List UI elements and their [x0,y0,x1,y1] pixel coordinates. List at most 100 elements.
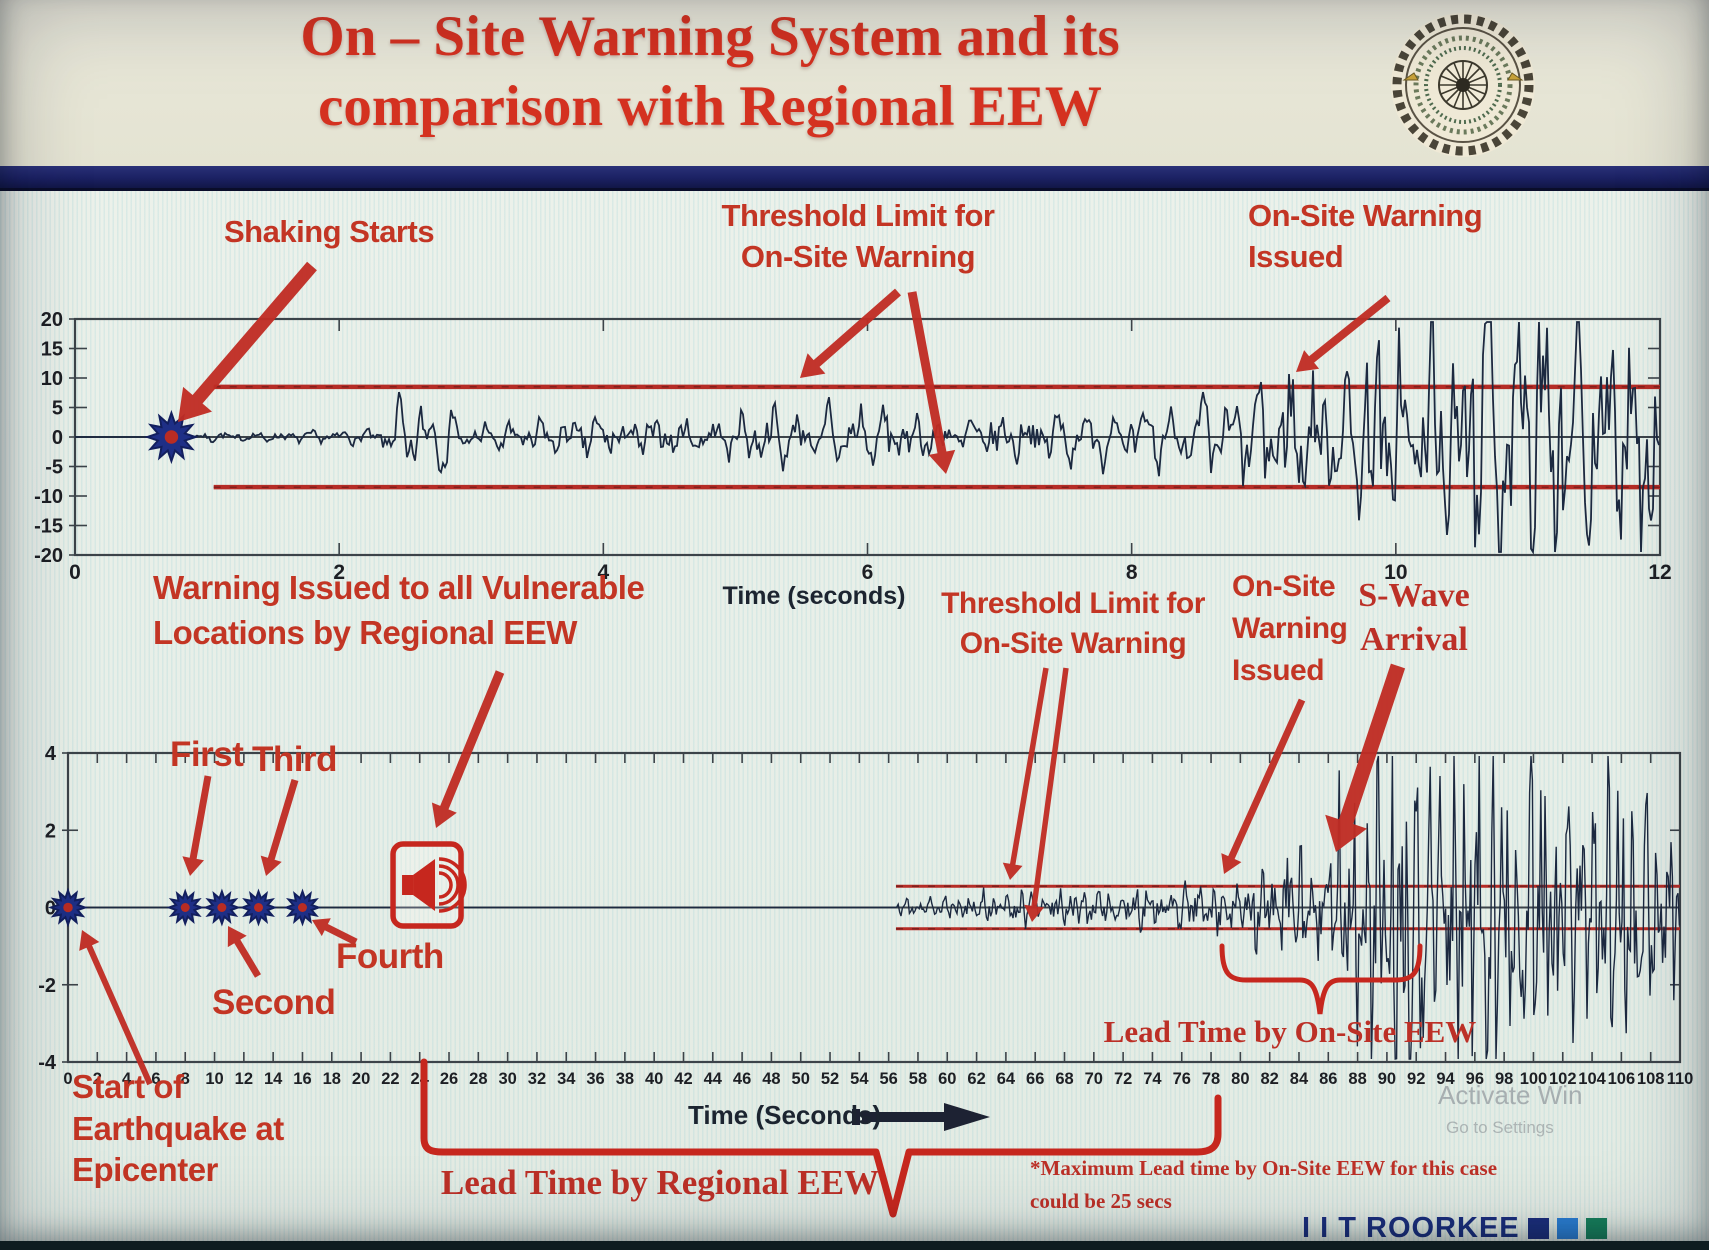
brand-square-3 [1585,1218,1607,1239]
svg-text:98: 98 [1495,1070,1513,1088]
regional-warning-alarm-icon [390,841,467,929]
threshold-limit-bottom-line1: Threshold Limit for [941,587,1205,620]
threshold-top-arrow-2 [907,291,956,474]
svg-text:100: 100 [1520,1070,1548,1088]
svg-text:6: 6 [862,561,874,584]
photo-bottom-edge [0,1241,1709,1250]
svg-text:54: 54 [850,1070,869,1088]
s-wave-arrival-arrow [1325,663,1406,852]
threshold-limit-top-label: Threshold Limit for On-Site Warning [688,196,1028,278]
regional-warning-line1: Warning Issued to all Vulnerable [153,569,645,606]
svg-text:16: 16 [293,1070,311,1088]
s-wave-arrival-line2: Arrival [1360,620,1468,658]
brand-text: I I T ROORKEE [1302,1212,1520,1244]
svg-text:94: 94 [1436,1070,1455,1088]
svg-text:80: 80 [1231,1070,1249,1088]
svg-text:0: 0 [63,1070,72,1088]
svg-text:58: 58 [909,1070,927,1088]
title-line2: comparison with Regional EEW [318,74,1102,138]
svg-text:10: 10 [41,368,63,390]
svg-text:76: 76 [1173,1070,1191,1088]
s-wave-arrival-line1: S-Wave [1358,577,1470,614]
svg-text:26: 26 [440,1070,458,1088]
svg-text:62: 62 [967,1070,985,1088]
max-lead-time-note: *Maximum Lead time by On-Site EEW for th… [1030,1152,1497,1217]
svg-text:110: 110 [1667,1070,1694,1088]
onsite-warning-seismogram: 0 2 4 6 8 10 12 20 15 10 5 0 -5 -10 -15 -20 [34,309,1672,584]
svg-text:14: 14 [264,1070,283,1088]
svg-text:2: 2 [93,1070,102,1088]
regional-warning-line2: Locations by Regional EEW [153,613,577,651]
onsite-warning-issued-top-line2: Issued [1248,238,1344,274]
regional-warning-label: Warning Issued to all Vulnerable Locatio… [153,566,645,656]
svg-text:92: 92 [1407,1070,1425,1088]
svg-text:52: 52 [821,1070,839,1088]
svg-text:102: 102 [1549,1070,1577,1088]
title-line1: On – Site Warning System and its [300,5,1120,68]
svg-text:0: 0 [69,561,81,584]
svg-text:82: 82 [1260,1070,1278,1088]
svg-text:86: 86 [1319,1070,1337,1088]
svg-text:96: 96 [1466,1070,1484,1088]
svg-text:0: 0 [45,898,56,920]
svg-text:2: 2 [333,561,345,584]
start-of-earthquake-label: Start of Earthquake at Epicenter [72,1066,284,1191]
threshold-limit-top-line1: Threshold Limit for [721,198,995,233]
svg-text:8: 8 [181,1070,190,1088]
svg-text:108: 108 [1637,1070,1665,1088]
onsite-warning-issued-bottom-line3: Issued [1232,654,1325,687]
start-of-earthquake-line2: Earthquake at [72,1109,284,1147]
threshold-limit-bottom-label: Threshold Limit for On-Site Warning [928,584,1218,663]
third-station-arrow [260,779,299,876]
svg-text:-20: -20 [34,545,63,567]
onsite-issued-bottom-arrow [1221,698,1306,874]
onsite-warning-issued-bottom-line2: Warning [1232,612,1348,645]
fourth-station-label: Fourth [336,937,444,976]
svg-text:10: 10 [1384,561,1407,584]
start-of-earthquake-line3: Epicenter [72,1151,218,1189]
onsite-warning-issued-top-label: On-Site Warning Issued [1248,196,1483,278]
brand-square-2 [1556,1218,1578,1239]
brand-square-1 [1527,1218,1549,1239]
svg-text:30: 30 [498,1070,516,1088]
svg-text:32: 32 [528,1070,546,1088]
time-axis-direction-arrow [862,1103,990,1131]
x-tick-labels: 0 2 4 6 8 10 12 [69,561,1672,584]
svg-text:12: 12 [1648,561,1671,584]
first-station-arrow [182,775,212,876]
threshold-limit-top-line2: On-Site Warning [740,238,976,274]
activate-windows-watermark: Activate Win [1438,1080,1583,1110]
svg-text:-15: -15 [34,516,63,538]
svg-text:18: 18 [323,1070,341,1088]
svg-text:-2: -2 [38,975,56,997]
iit-roorkee-logo-icon [1386,8,1540,162]
first-station-label: First [170,735,244,774]
svg-text:28: 28 [469,1070,487,1088]
y-tick-labels: 20 15 10 5 0 -5 -10 -15 -20 [34,309,63,567]
svg-text:10: 10 [205,1070,223,1088]
start-of-earthquake-line1: Start of [72,1068,184,1105]
svg-text:48: 48 [762,1070,780,1088]
max-lead-time-note-line2: could be 25 secs [1030,1188,1172,1213]
x-tick-labels: 0 2 4 6 8 10 12 14 16 18 20 22 24 26 28 30 32 34 36 38 40 42 4… [63,1070,1693,1088]
s-wave-arrival-label: S-Wave Arrival [1344,574,1484,661]
onsite-warning-issued-bottom-label: On-Site Warning Issued [1232,566,1348,692]
svg-text:12: 12 [235,1070,253,1088]
svg-text:88: 88 [1348,1070,1366,1088]
waveform-ground-motion [75,321,1660,555]
svg-text:90: 90 [1378,1070,1396,1088]
svg-text:20: 20 [352,1070,370,1088]
svg-text:68: 68 [1055,1070,1073,1088]
threshold-bottom-arrow-1 [1002,667,1049,880]
slide-content [0,191,1709,1250]
svg-text:4: 4 [122,1070,132,1088]
slide-header: On – Site Warning System and its compari… [0,0,1709,166]
svg-text:20: 20 [41,309,63,331]
svg-text:72: 72 [1114,1070,1132,1088]
y-tick-labels: 4 2 0 -2 -4 [38,743,57,1074]
svg-text:56: 56 [879,1070,897,1088]
svg-text:-4: -4 [38,1052,57,1074]
start-epicenter-arrow [79,930,153,1086]
